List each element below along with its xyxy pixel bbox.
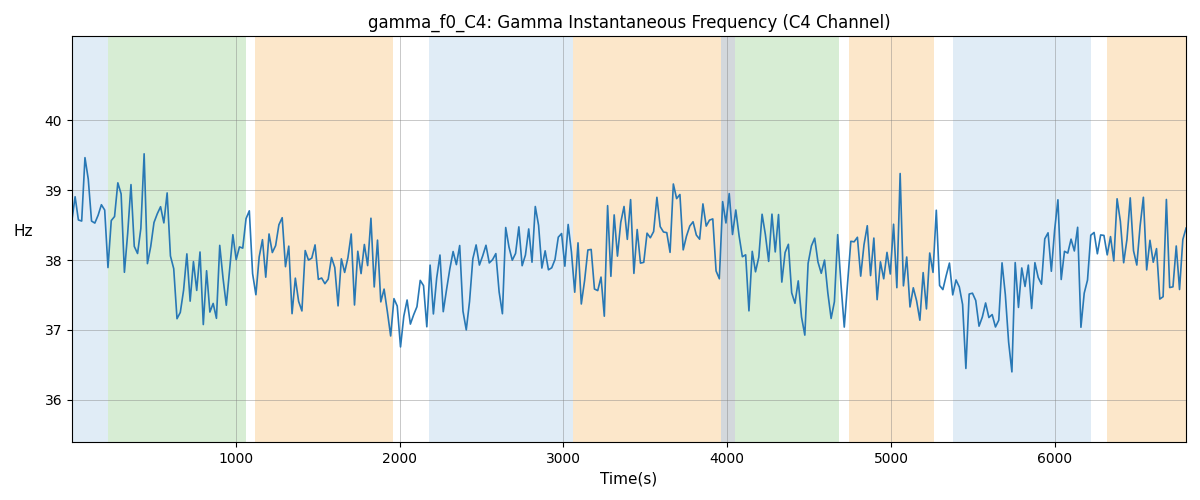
Y-axis label: Hz: Hz <box>14 224 34 239</box>
Title: gamma_f0_C4: Gamma Instantaneous Frequency (C4 Channel): gamma_f0_C4: Gamma Instantaneous Frequen… <box>367 14 890 32</box>
Bar <box>574 36 593 442</box>
Bar <box>1108 36 1186 442</box>
Bar <box>736 36 839 442</box>
Bar <box>256 36 392 442</box>
Bar <box>108 36 246 442</box>
Bar <box>430 36 574 442</box>
Bar <box>954 36 1091 442</box>
Bar <box>593 36 721 442</box>
Bar <box>721 36 736 442</box>
X-axis label: Time(s): Time(s) <box>600 471 658 486</box>
Bar <box>72 36 108 442</box>
Bar <box>848 36 934 442</box>
